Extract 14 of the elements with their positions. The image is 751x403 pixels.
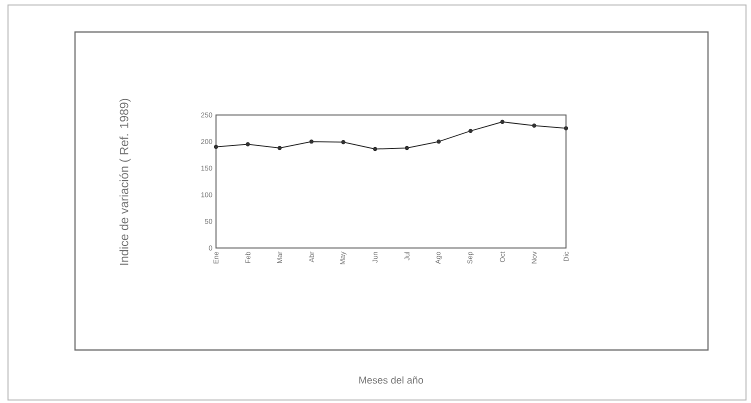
point [500,120,504,124]
text: Indice de variación ( Ref. 1989) [119,98,131,265]
point [214,144,218,150]
point [532,124,536,128]
point [246,142,250,146]
text: Meses del año [359,376,424,384]
point [436,139,441,144]
point [373,146,378,152]
point [404,146,410,150]
point [564,126,568,130]
point [309,139,314,144]
point [341,140,346,144]
point [278,146,282,150]
point [468,128,473,134]
